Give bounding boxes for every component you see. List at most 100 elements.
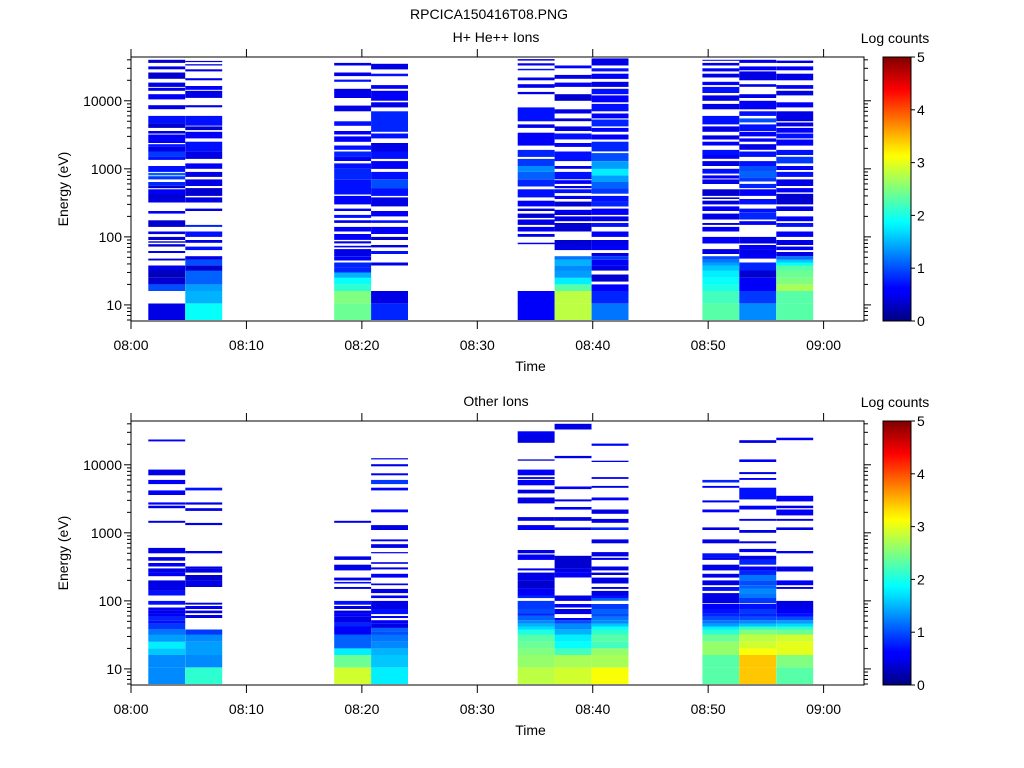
heatmap-cell [185,270,223,285]
heatmap-cell [334,284,372,291]
time-column [517,431,555,684]
colorbar-tick-label: 1 [917,624,925,640]
heatmap-cell [334,214,372,218]
heatmap-cell [517,623,555,627]
heatmap-cell [739,59,777,63]
heatmap-cell [591,566,629,571]
heatmap-cell [776,66,814,71]
heatmap-cell [554,256,592,260]
heatmap-cell [591,231,629,237]
time-column [148,439,186,684]
heatmap-cell [334,262,372,268]
heatmap-cell [702,270,740,278]
y-tick-label: 10000 [83,93,122,109]
heatmap-cell [739,530,777,533]
heatmap-cell [702,564,740,571]
heatmap-cell [554,171,592,180]
heatmap-cell [334,241,372,244]
heatmap-cell [517,84,555,88]
time-column [517,59,555,320]
heatmap-cell [334,234,372,240]
heatmap-cell [739,94,777,98]
heatmap-cell [148,641,186,649]
heatmap-cell [185,259,223,266]
heatmap-cell [776,667,814,684]
heatmap-cell [371,573,408,578]
heatmap-cell [591,518,629,523]
heatmap-cell [739,623,777,627]
heatmap-cell [148,667,186,684]
heatmap-cell [185,197,223,203]
heatmap-cell [371,562,408,564]
heatmap-cell [371,171,408,180]
heatmap-cell [739,71,777,81]
heatmap-cell [702,135,740,140]
heatmap-cell [185,615,223,618]
heatmap-cell [517,213,555,218]
heatmap-cell [739,541,777,544]
heatmap-cell [148,580,186,587]
heatmap-cell [776,122,814,127]
heatmap-cell [739,588,777,594]
heatmap-cell [371,588,408,594]
heatmap-cell [739,459,777,462]
heatmap-cell [591,617,629,621]
heatmap-cell [739,118,777,123]
heatmap-cell [591,88,629,95]
heatmap-cell [739,161,777,166]
time-column [776,60,814,320]
heatmap-cell [702,62,740,66]
heatmap-cell [554,133,592,140]
heatmap-cell [591,256,629,260]
heatmap-cell [776,60,814,63]
heatmap-cell [148,131,186,134]
heatmap-cell [739,236,777,244]
heatmap-cell [371,303,408,320]
heatmap-cell [702,613,740,617]
heatmap-cell [591,119,629,127]
heatmap-cell [334,564,372,571]
panel-title: Other Ions [463,393,528,409]
heatmap-cell [371,143,408,152]
heatmap-cell [554,499,592,502]
heatmap-cell [702,86,740,93]
heatmap-cell [702,168,740,174]
heatmap-cell [517,580,555,589]
heatmap-cell [702,277,740,285]
heatmap-cell [739,478,777,480]
heatmap-cell [371,479,408,485]
heatmap-cell [739,291,777,304]
heatmap-cell [185,602,223,605]
heatmap-cell [517,629,555,635]
heatmap-cell [554,277,592,285]
heatmap-cell [148,166,186,172]
x-tick-label: 08:40 [575,337,610,353]
heatmap-cell [371,648,408,655]
heatmap-cell [739,171,777,178]
heatmap-cell [702,141,740,146]
heatmap-cell [371,539,408,542]
heatmap-cell [371,609,408,615]
heatmap-cell [371,655,408,668]
heatmap-cell [554,568,592,573]
heatmap-cell [776,303,814,320]
heatmap-cell [702,479,740,483]
heatmap-cell [185,208,223,211]
heatmap-cell [776,580,814,586]
heatmap-cell [517,107,555,122]
time-column [739,59,777,320]
heatmap-cell [702,115,740,125]
x-tick-label: 09:00 [806,337,841,353]
heatmap-cell [371,251,408,254]
heatmap-cell [517,568,555,571]
heatmap-cell [334,577,372,581]
heatmap-cell [739,641,777,649]
heatmap-cell [702,213,740,220]
heatmap-cell [334,291,372,304]
heatmap-cell [739,472,777,475]
heatmap-cell [148,563,186,567]
heatmap-cell [517,149,555,157]
heatmap-cell [554,284,592,291]
heatmap-cell [517,171,555,180]
heatmap-cell [554,595,592,601]
